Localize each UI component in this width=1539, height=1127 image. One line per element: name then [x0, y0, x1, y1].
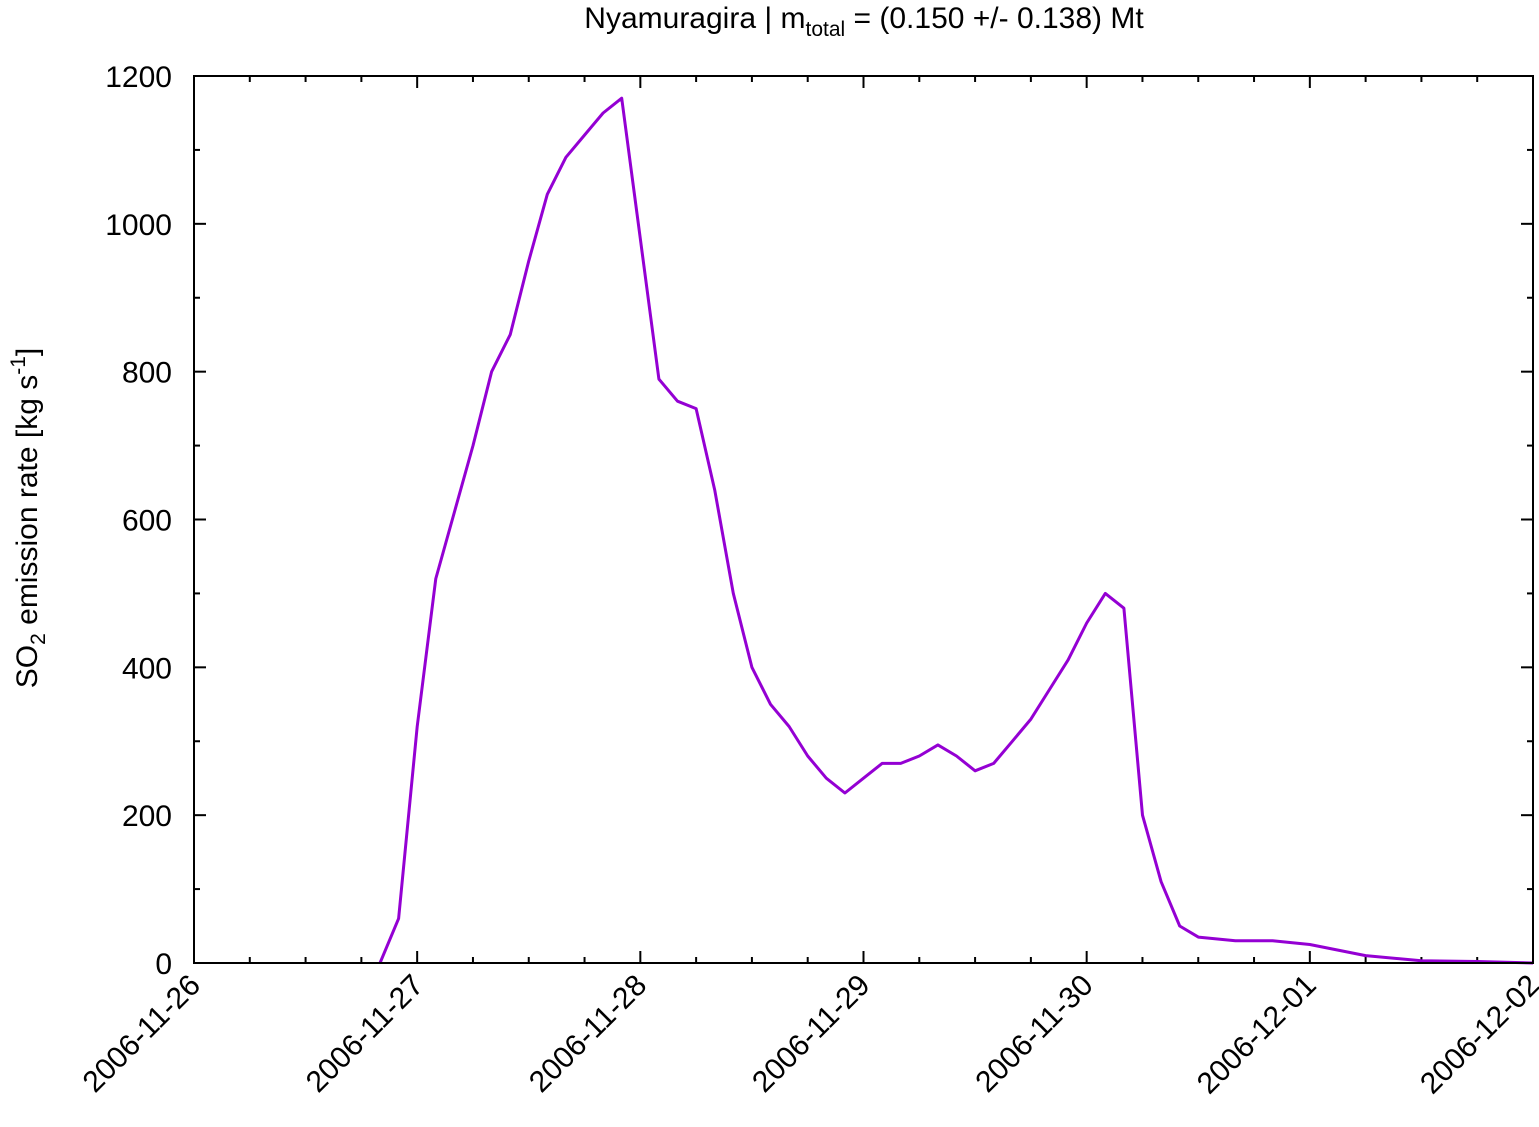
series-line	[378, 96, 1534, 965]
x-tick-label: 2006-12-02	[1414, 969, 1539, 1101]
y-tick-label: 1200	[105, 61, 172, 94]
axes: 0 200 400 600 800 1000 1200 2006-11-26 2006-11-2…	[77, 61, 1539, 1100]
y-tick-label: 1000	[105, 209, 172, 242]
x-tick-label: 2006-11-28	[523, 969, 653, 1099]
plot-frame	[193, 75, 1534, 964]
series-layer	[378, 96, 1534, 965]
y-tick-label: 400	[122, 652, 172, 685]
x-tick-label: 2006-11-29	[746, 969, 876, 1099]
y-tick-label: 200	[122, 800, 172, 833]
y-tick-label: 800	[122, 357, 172, 390]
y-tick-label: 600	[122, 505, 172, 538]
x-tick-label: 2006-12-01	[1191, 969, 1323, 1101]
x-tick-label: 2006-11-27	[300, 969, 430, 1099]
chart-title: Nyamuragira | mtotal = (0.150 +/- 0.138)…	[584, 2, 1144, 41]
y-axis-label: SO2 emission rate [kg s-1]	[7, 348, 50, 689]
x-tick-label: 2006-11-26	[77, 969, 207, 1099]
x-tick-label: 2006-11-30	[969, 969, 1099, 1099]
y-tick-label: 0	[155, 948, 172, 981]
